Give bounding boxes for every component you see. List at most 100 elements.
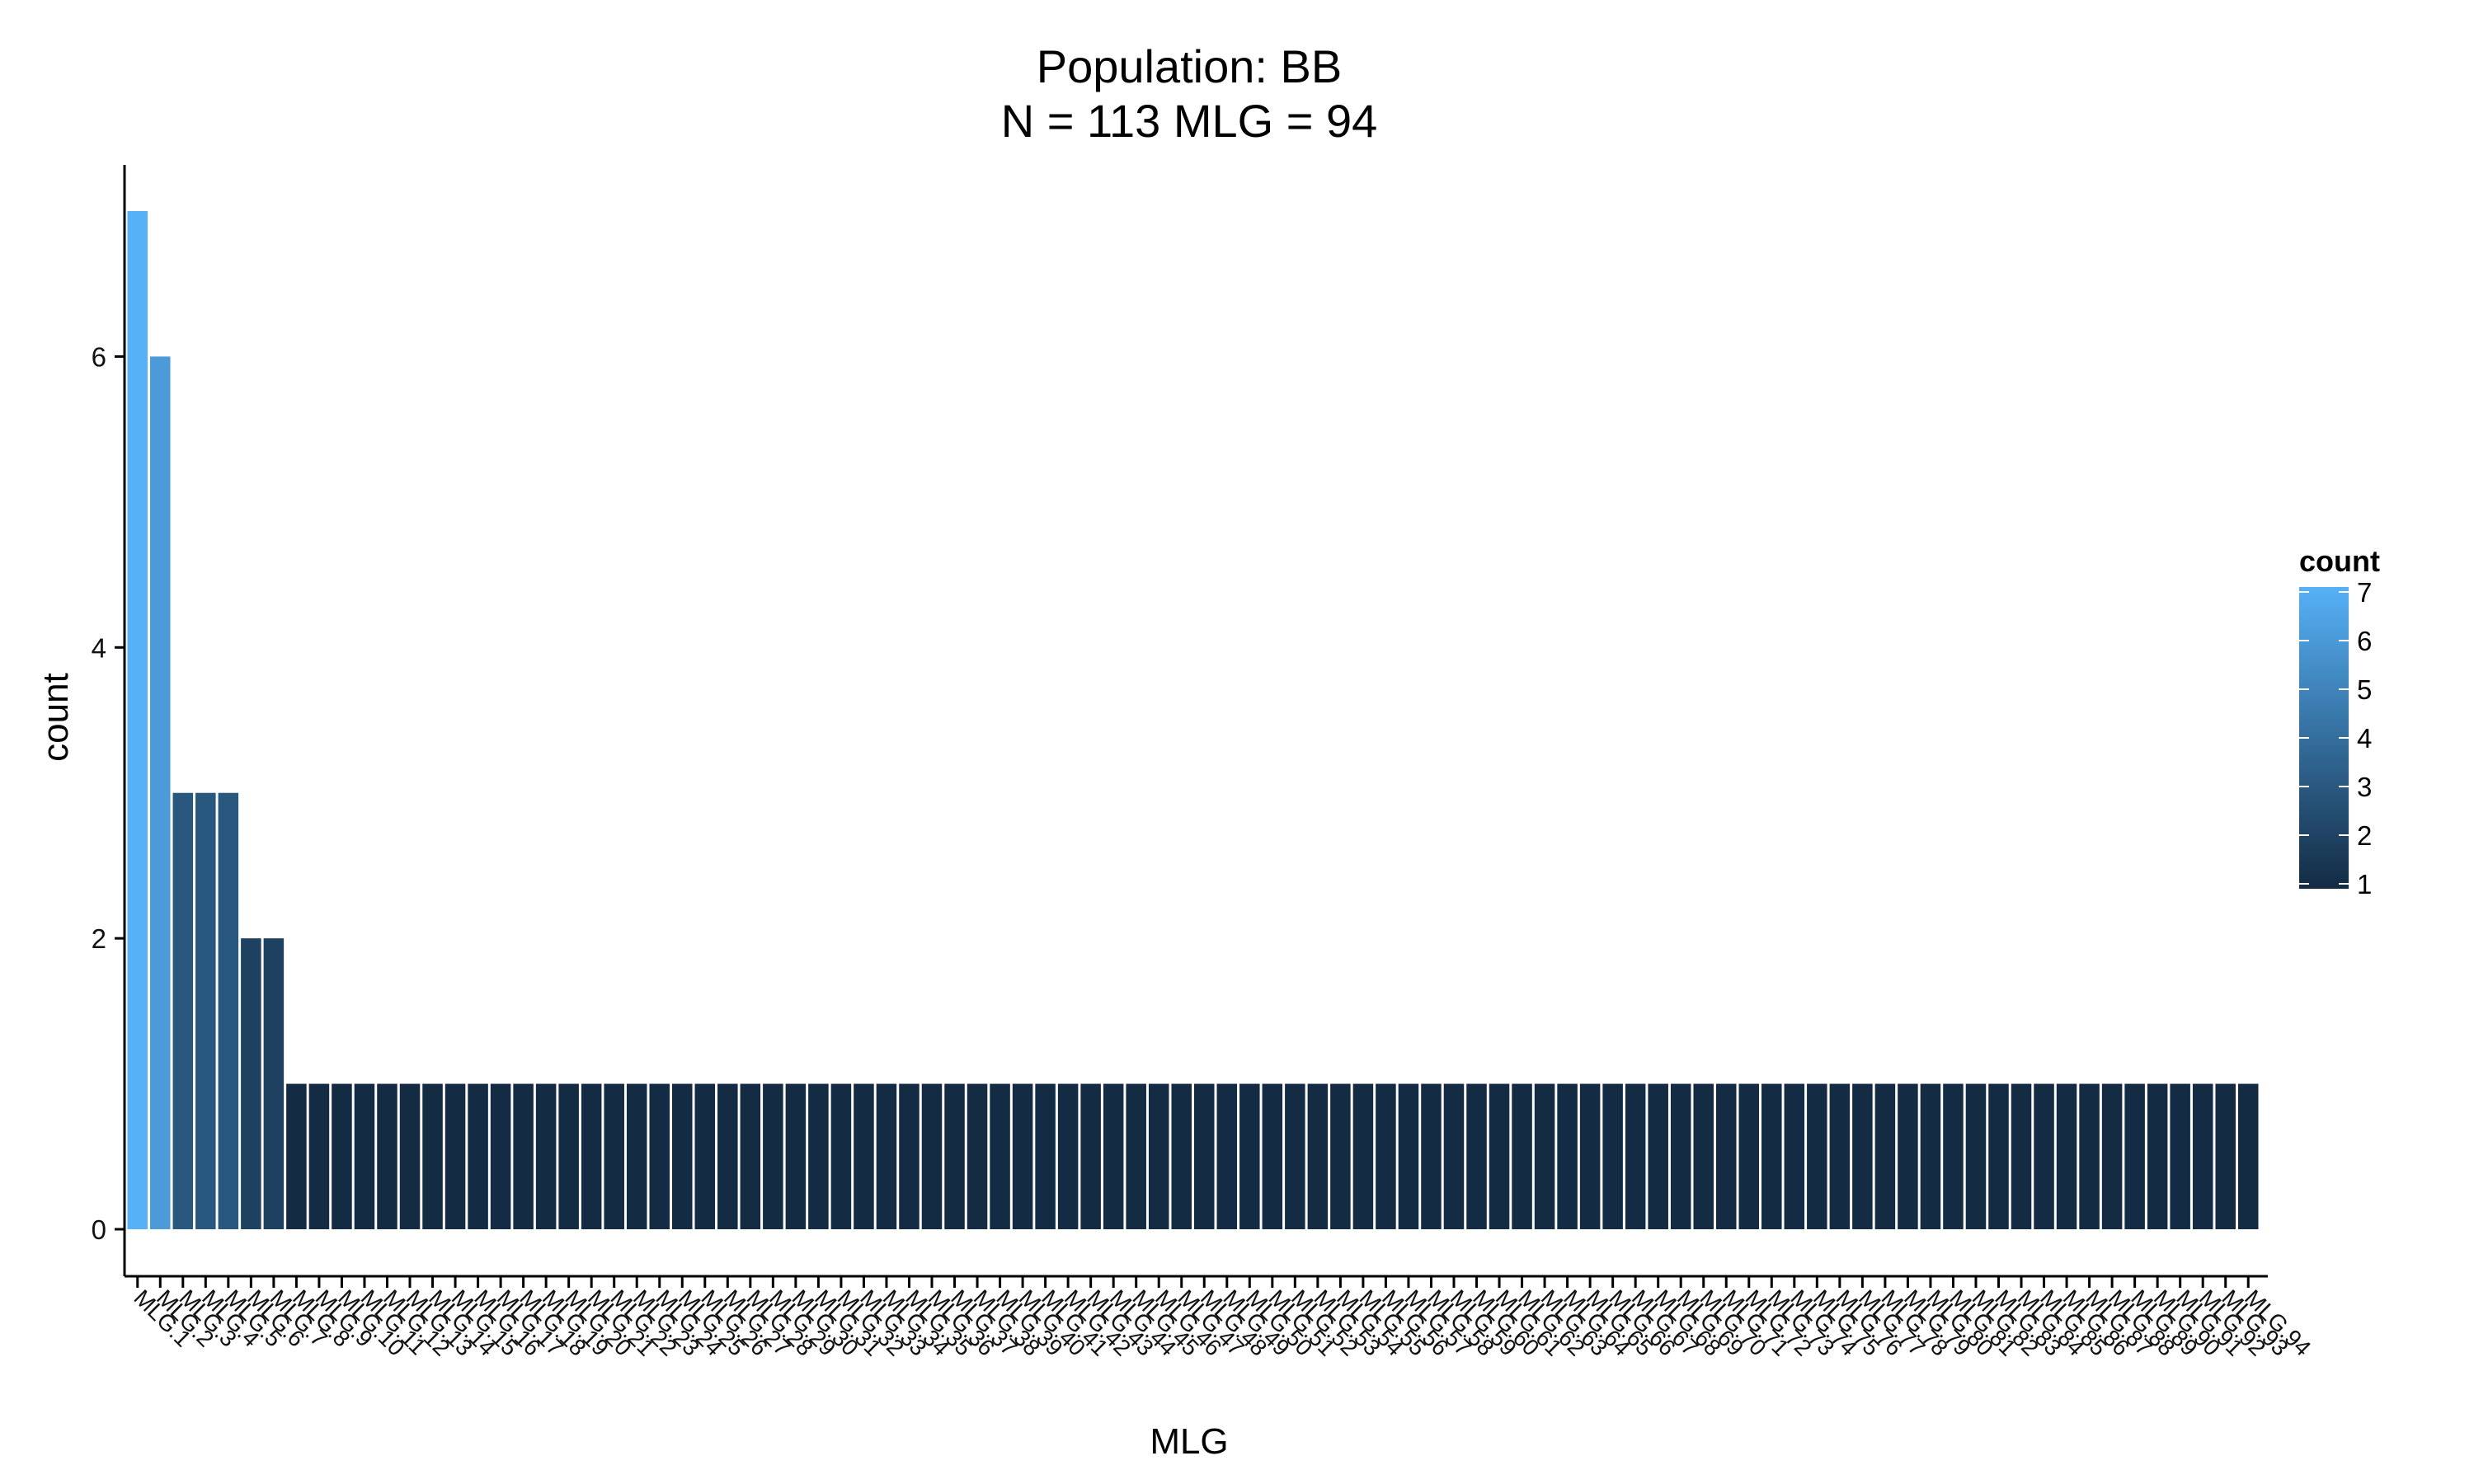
bar [1489,1083,1510,1229]
bar [1874,1083,1896,1229]
bar [1988,1083,2009,1229]
legend-tick-label: 1 [2357,869,2372,899]
bar [2170,1083,2190,1229]
bar [876,1083,897,1229]
bar [1148,1083,1169,1229]
bar [2147,1083,2168,1229]
bar [785,1083,807,1229]
bar [1285,1083,1305,1229]
legend-tick-label: 4 [2357,723,2372,754]
bar [990,1083,1010,1229]
bar [1012,1083,1033,1229]
bar [241,938,261,1229]
bar [1579,1083,1601,1229]
bar [967,1083,988,1229]
bar [649,1083,670,1229]
bar [195,792,216,1229]
bar [763,1083,783,1229]
bar [1557,1083,1578,1229]
x-axis-title: MLG [1150,1421,1228,1462]
y-axis-title: count [35,673,76,762]
bar [558,1083,579,1229]
bar [1829,1083,1851,1229]
bar [1784,1083,1805,1229]
y-tick-label: 4 [92,632,106,663]
bar [1715,1083,1737,1229]
bar [535,1083,557,1229]
bar [1398,1083,1419,1229]
bar [1670,1083,1691,1229]
bar [694,1083,716,1229]
bar [468,1083,488,1229]
legend-title: count [2299,544,2380,578]
y-tick-label: 0 [92,1214,106,1245]
bar [1080,1083,1101,1229]
legend-tick-label: 3 [2357,772,2372,802]
bar [2056,1083,2077,1229]
bar [1693,1083,1714,1229]
bar [2237,1083,2259,1229]
bar [1421,1083,1442,1229]
bar [1648,1083,1668,1229]
bar [1262,1083,1283,1229]
bar [626,1083,647,1229]
bar [1103,1083,1124,1229]
bar [377,1083,397,1229]
bar [2101,1083,2123,1229]
y-tick-label: 2 [92,923,106,954]
bar [740,1083,761,1229]
bar [332,1083,352,1229]
bar [581,1083,602,1229]
bar [1239,1083,1260,1229]
bar [1352,1083,1374,1229]
legend-tick-label: 7 [2357,577,2372,608]
chart-subtitle: N = 113 MLG = 94 [1001,95,1378,147]
bar [1943,1083,1964,1229]
bar [944,1083,965,1229]
bar [172,792,194,1229]
bar [218,792,239,1229]
bar [1761,1083,1782,1229]
bar [1534,1083,1555,1229]
bar [150,356,171,1230]
bar [444,1083,466,1229]
bar [2192,1083,2213,1229]
legend-ticks: 1 2 3 4 5 6 7 [2299,577,2372,899]
bar [1920,1083,1941,1229]
bar [2124,1083,2145,1229]
legend-tick-label: 2 [2357,820,2372,851]
bar [1194,1083,1215,1229]
bar [672,1083,693,1229]
bar [1443,1083,1465,1229]
bar-series [127,211,2259,1230]
bar [308,1083,330,1229]
bar [808,1083,829,1229]
bar [399,1083,421,1229]
color-legend: count 1 2 3 4 5 6 7 [2299,544,2380,899]
bar [263,938,285,1229]
bar [1171,1083,1192,1229]
bar [1738,1083,1760,1229]
bar [422,1083,443,1229]
bar [354,1083,375,1229]
bar [1376,1083,1396,1229]
bar [921,1083,943,1229]
bar [899,1083,920,1229]
bar [1330,1083,1351,1229]
bar [2215,1083,2236,1229]
bar [1057,1083,1079,1229]
bar [1852,1083,1873,1229]
bar [1035,1083,1056,1229]
bar [830,1083,852,1229]
chart-title: Population: BB [1037,40,1342,92]
bar [1512,1083,1532,1229]
y-tick-label: 6 [92,341,106,372]
bar [513,1083,534,1229]
legend-tick-label: 6 [2357,626,2372,656]
bar [127,211,148,1229]
bar [490,1083,511,1229]
bar [717,1083,738,1229]
bar [604,1083,624,1229]
